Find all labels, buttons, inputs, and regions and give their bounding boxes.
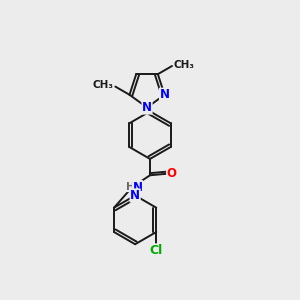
Text: N: N: [130, 189, 140, 202]
Text: O: O: [167, 167, 177, 180]
Text: CH₃: CH₃: [93, 80, 114, 90]
Text: N: N: [142, 101, 152, 114]
Text: CH₃: CH₃: [173, 60, 194, 70]
Text: N: N: [160, 88, 170, 101]
Text: H: H: [126, 182, 135, 192]
Text: N: N: [133, 181, 142, 194]
Text: Cl: Cl: [150, 244, 163, 257]
